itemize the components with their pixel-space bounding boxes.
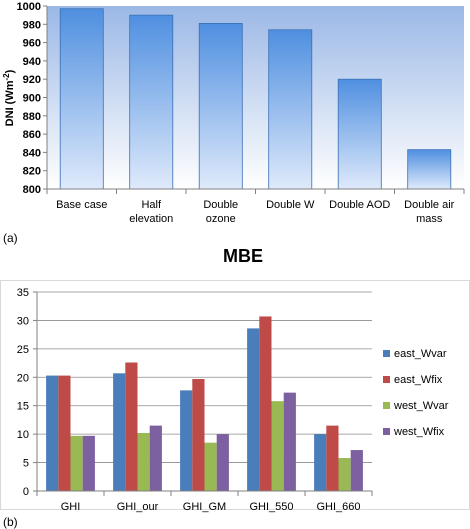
mbe-legend-swatch bbox=[383, 402, 390, 409]
mbe-chart: MBE 0 5 10 15 20 25 30 35 GHI GHI_our GHI_GM GHI_5… bbox=[0, 246, 470, 529]
mbe-bar-west_Wvar bbox=[271, 401, 284, 491]
mbe-bar-east_Wvar bbox=[46, 375, 59, 491]
mbe-legend-swatch bbox=[383, 376, 390, 383]
dni-x-tick-label: Half bbox=[141, 199, 162, 211]
mbe-bar-west_Wvar bbox=[137, 433, 150, 491]
mbe-legend: east_Wvar east_Wfix west_Wvar west_Wfix bbox=[383, 348, 449, 438]
mbe-bar-west_Wfix bbox=[350, 450, 363, 491]
dni-x-tick-label: Base case bbox=[56, 199, 107, 211]
dni-bar bbox=[59, 8, 104, 190]
mbe-bar-east_Wfix bbox=[259, 316, 272, 491]
mbe-bar-east_Wfix bbox=[192, 378, 205, 491]
panel-a-label: (a) bbox=[3, 231, 18, 245]
mbe-bar-west_Wfix bbox=[283, 392, 296, 491]
dni-x-tick-label: Double W bbox=[266, 199, 315, 211]
dni-y-axis-label: DNI (Wm-2) bbox=[2, 69, 16, 126]
mbe-y-tick-label: 10 bbox=[17, 429, 29, 441]
mbe-y-tick-label: 35 bbox=[17, 287, 29, 299]
dni-x-tick-label: ozone bbox=[206, 213, 236, 225]
dni-x-tick-label: Double AOD bbox=[329, 199, 390, 211]
mbe-bar-east_Wvar bbox=[314, 434, 327, 491]
dni-y-tick-label: 960 bbox=[23, 38, 41, 50]
mbe-y-tick-label: 20 bbox=[17, 372, 29, 384]
dni-x-tick-label: Double bbox=[203, 199, 238, 211]
dni-x-tick-label: mass bbox=[416, 213, 443, 225]
mbe-y-tick-label: 5 bbox=[23, 458, 29, 470]
dni-y-tick-label: 800 bbox=[23, 184, 41, 196]
mbe-x-tick-label: GHI bbox=[61, 501, 81, 513]
dni-chart: 800 820 840 860 880 900 920 940 960 980 1000 Base … bbox=[2, 1, 465, 245]
mbe-bar-west_Wvar bbox=[204, 442, 217, 491]
mbe-legend-label: east_Wfix bbox=[394, 374, 443, 386]
mbe-y-tick-label: 30 bbox=[17, 315, 29, 327]
mbe-legend-label: west_Wvar bbox=[393, 400, 449, 412]
panel-b-label: (b) bbox=[3, 515, 18, 529]
mbe-bar-east_Wfix bbox=[58, 375, 71, 491]
mbe-legend-swatch bbox=[383, 350, 390, 357]
mbe-bar-east_Wvar bbox=[113, 373, 126, 491]
mbe-y-tick-label: 25 bbox=[17, 344, 29, 356]
mbe-bar-west_Wfix bbox=[149, 425, 162, 491]
mbe-bar-east_Wfix bbox=[125, 362, 138, 491]
mbe-bar-east_Wvar bbox=[180, 390, 193, 491]
mbe-bar-west_Wfix bbox=[82, 435, 95, 491]
mbe-bar-east_Wfix bbox=[326, 425, 339, 491]
mbe-y-tick-label: 15 bbox=[17, 401, 29, 413]
dni-y-tick-label: 940 bbox=[23, 56, 41, 68]
mbe-x-tick-label: GHI_660 bbox=[316, 501, 360, 513]
dni-y-tick-label: 1000 bbox=[17, 1, 41, 13]
mbe-bar-east_Wvar bbox=[247, 328, 260, 491]
dni-bar bbox=[129, 14, 174, 190]
mbe-legend-swatch bbox=[383, 428, 390, 435]
dni-y-tick-label: 860 bbox=[23, 129, 41, 141]
mbe-legend-label: east_Wvar bbox=[394, 348, 447, 360]
mbe-bar-west_Wvar bbox=[70, 435, 83, 491]
dni-plot-area bbox=[47, 6, 464, 189]
dni-x-tick-label: Double air bbox=[404, 199, 454, 211]
dni-x-tick-label: elevation bbox=[129, 213, 173, 225]
dni-y-tick-label: 820 bbox=[23, 166, 41, 178]
dni-y-tick-label: 840 bbox=[23, 147, 41, 159]
dni-bar bbox=[268, 29, 313, 190]
mbe-chart-title: MBE bbox=[223, 246, 263, 266]
dni-y-tick-label: 980 bbox=[23, 19, 41, 31]
mbe-x-tick-label: GHI_our bbox=[117, 501, 159, 513]
dni-bar bbox=[198, 22, 243, 190]
mbe-y-tick-label: 0 bbox=[23, 486, 29, 498]
dni-bar bbox=[337, 78, 382, 190]
mbe-x-tick-label: GHI_550 bbox=[249, 501, 293, 513]
mbe-bar-west_Wvar bbox=[338, 458, 351, 491]
dni-y-tick-label: 880 bbox=[23, 111, 41, 123]
mbe-legend-label: west_Wfix bbox=[393, 426, 445, 438]
mbe-bar-west_Wfix bbox=[216, 434, 229, 491]
mbe-x-tick-label: GHI_GM bbox=[183, 501, 226, 513]
dni-y-tick-label: 920 bbox=[23, 74, 41, 86]
dni-bar bbox=[407, 149, 452, 190]
dni-y-tick-label: 900 bbox=[23, 93, 41, 105]
